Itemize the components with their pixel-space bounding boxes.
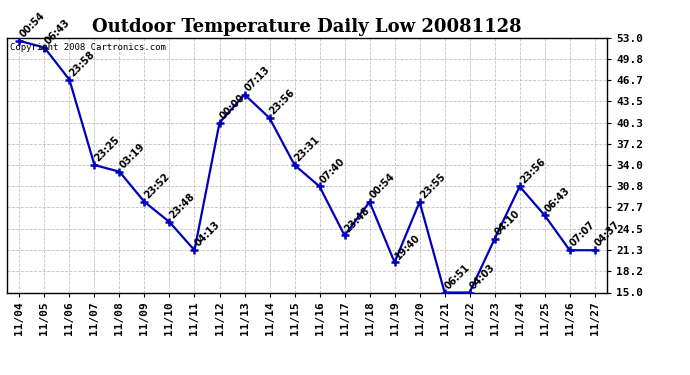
Text: 23:25: 23:25 — [93, 135, 122, 164]
Text: 06:43: 06:43 — [43, 17, 72, 46]
Text: 23:56: 23:56 — [268, 88, 297, 117]
Text: Copyright 2008 Cartronics.com: Copyright 2008 Cartronics.com — [10, 43, 166, 52]
Text: 00:54: 00:54 — [18, 10, 47, 39]
Text: 23:48: 23:48 — [343, 205, 372, 234]
Text: 07:13: 07:13 — [243, 64, 272, 93]
Text: 06:43: 06:43 — [543, 185, 572, 214]
Text: 23:31: 23:31 — [293, 135, 322, 164]
Text: 06:51: 06:51 — [443, 262, 472, 291]
Text: 04:03: 04:03 — [468, 262, 497, 291]
Text: 07:40: 07:40 — [318, 156, 347, 185]
Text: 23:55: 23:55 — [418, 171, 447, 201]
Text: 00:00: 00:00 — [218, 92, 247, 122]
Text: 23:56: 23:56 — [518, 156, 547, 185]
Text: 23:58: 23:58 — [68, 50, 97, 78]
Text: 03:19: 03:19 — [118, 141, 147, 170]
Text: 23:48: 23:48 — [168, 192, 197, 220]
Title: Outdoor Temperature Daily Low 20081128: Outdoor Temperature Daily Low 20081128 — [92, 18, 522, 36]
Text: 19:40: 19:40 — [393, 232, 422, 261]
Text: 23:52: 23:52 — [143, 171, 172, 201]
Text: 04:13: 04:13 — [193, 220, 222, 249]
Text: 00:54: 00:54 — [368, 171, 397, 201]
Text: 04:37: 04:37 — [593, 220, 622, 249]
Text: 04:10: 04:10 — [493, 209, 522, 237]
Text: 07:07: 07:07 — [568, 220, 597, 249]
